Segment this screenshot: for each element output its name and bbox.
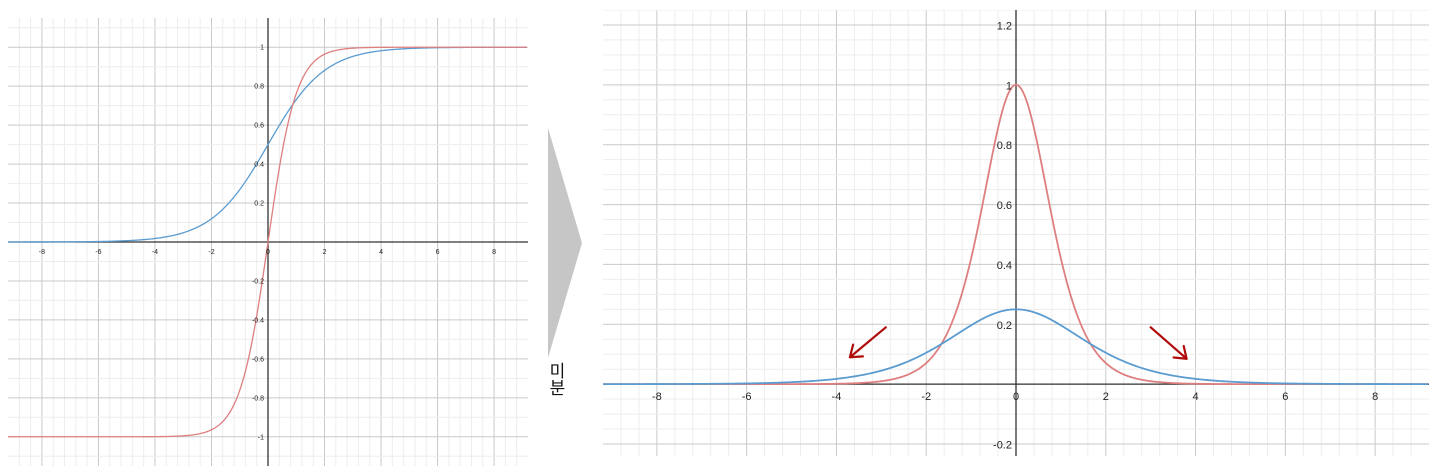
y-tick-label: -0.2 (993, 440, 1012, 452)
y-tick-label: 1 (1006, 80, 1012, 92)
x-tick-label: -8 (39, 249, 45, 256)
x-tick-label: 2 (323, 249, 327, 256)
series-line-blue (603, 308, 1428, 386)
y-tick-label: 1.2 (997, 20, 1012, 32)
y-tick-label: 1 (260, 45, 264, 52)
y-tick-label: -0.8 (252, 395, 264, 402)
derivative-arrow-icon (548, 128, 582, 358)
x-tick-label: 6 (436, 249, 440, 256)
y-tick-label: 0.6 (997, 200, 1012, 212)
annotation-arrow-head (848, 343, 864, 359)
annotation-arrow-down-left (848, 326, 887, 359)
x-tick-label: 6 (1282, 391, 1288, 403)
sigmoid-tanh-chart: -8 -6 -4 -2 0 2 4 6 8 -1 -0.8 -0.6 -0.4 -0.2 0.2 0.4 0.6… (8, 18, 528, 466)
derivatives-chart: -8 -6 -4 -2 0 2 4 6 8 -0.2 0.2 0.4 0.6 0.8 1 1.2 (603, 10, 1429, 456)
y-tick-label: 0.8 (254, 84, 264, 91)
x-tick-label: 2 (1103, 391, 1109, 403)
x-tick-label: -4 (152, 249, 158, 256)
derivative-label: 미분 (546, 362, 565, 396)
arrow-shape (548, 128, 582, 358)
y-tick-label: 0.6 (254, 123, 264, 130)
y-tick-label: 0.2 (997, 320, 1012, 332)
y-tick-label: 0.4 (254, 162, 264, 169)
x-tick-label: 4 (379, 249, 383, 256)
x-tick-label: -6 (95, 249, 101, 256)
x-tick-label: 8 (1372, 391, 1378, 403)
annotation-arrow-shaft (848, 326, 887, 359)
x-tick-label: -4 (832, 391, 842, 403)
x-tick-label: 4 (1193, 391, 1199, 403)
x-tick-label: -6 (742, 391, 752, 403)
x-tick-label: -2 (208, 249, 214, 256)
annotation-arrow-shaft (1149, 326, 1188, 360)
y-tick-label: -0.6 (252, 356, 264, 363)
x-tick-label: 8 (492, 249, 496, 256)
x-tick-label: 0 (1013, 391, 1019, 403)
y-tick-label: 0.4 (997, 260, 1012, 272)
x-tick-label: -8 (652, 391, 662, 403)
y-tick-label: -0.2 (252, 278, 264, 285)
y-tick-label: -1 (258, 434, 264, 441)
y-tick-label: -0.4 (252, 317, 264, 324)
x-tick-label: -2 (921, 391, 931, 403)
annotation-arrow-head (1172, 344, 1188, 360)
y-tick-label: 0.8 (997, 140, 1012, 152)
x-tick-label: 0 (266, 249, 270, 256)
series-line-red (8, 46, 527, 438)
y-tick-label: 0.2 (254, 201, 264, 208)
annotation-arrow-down-right (1149, 326, 1188, 360)
